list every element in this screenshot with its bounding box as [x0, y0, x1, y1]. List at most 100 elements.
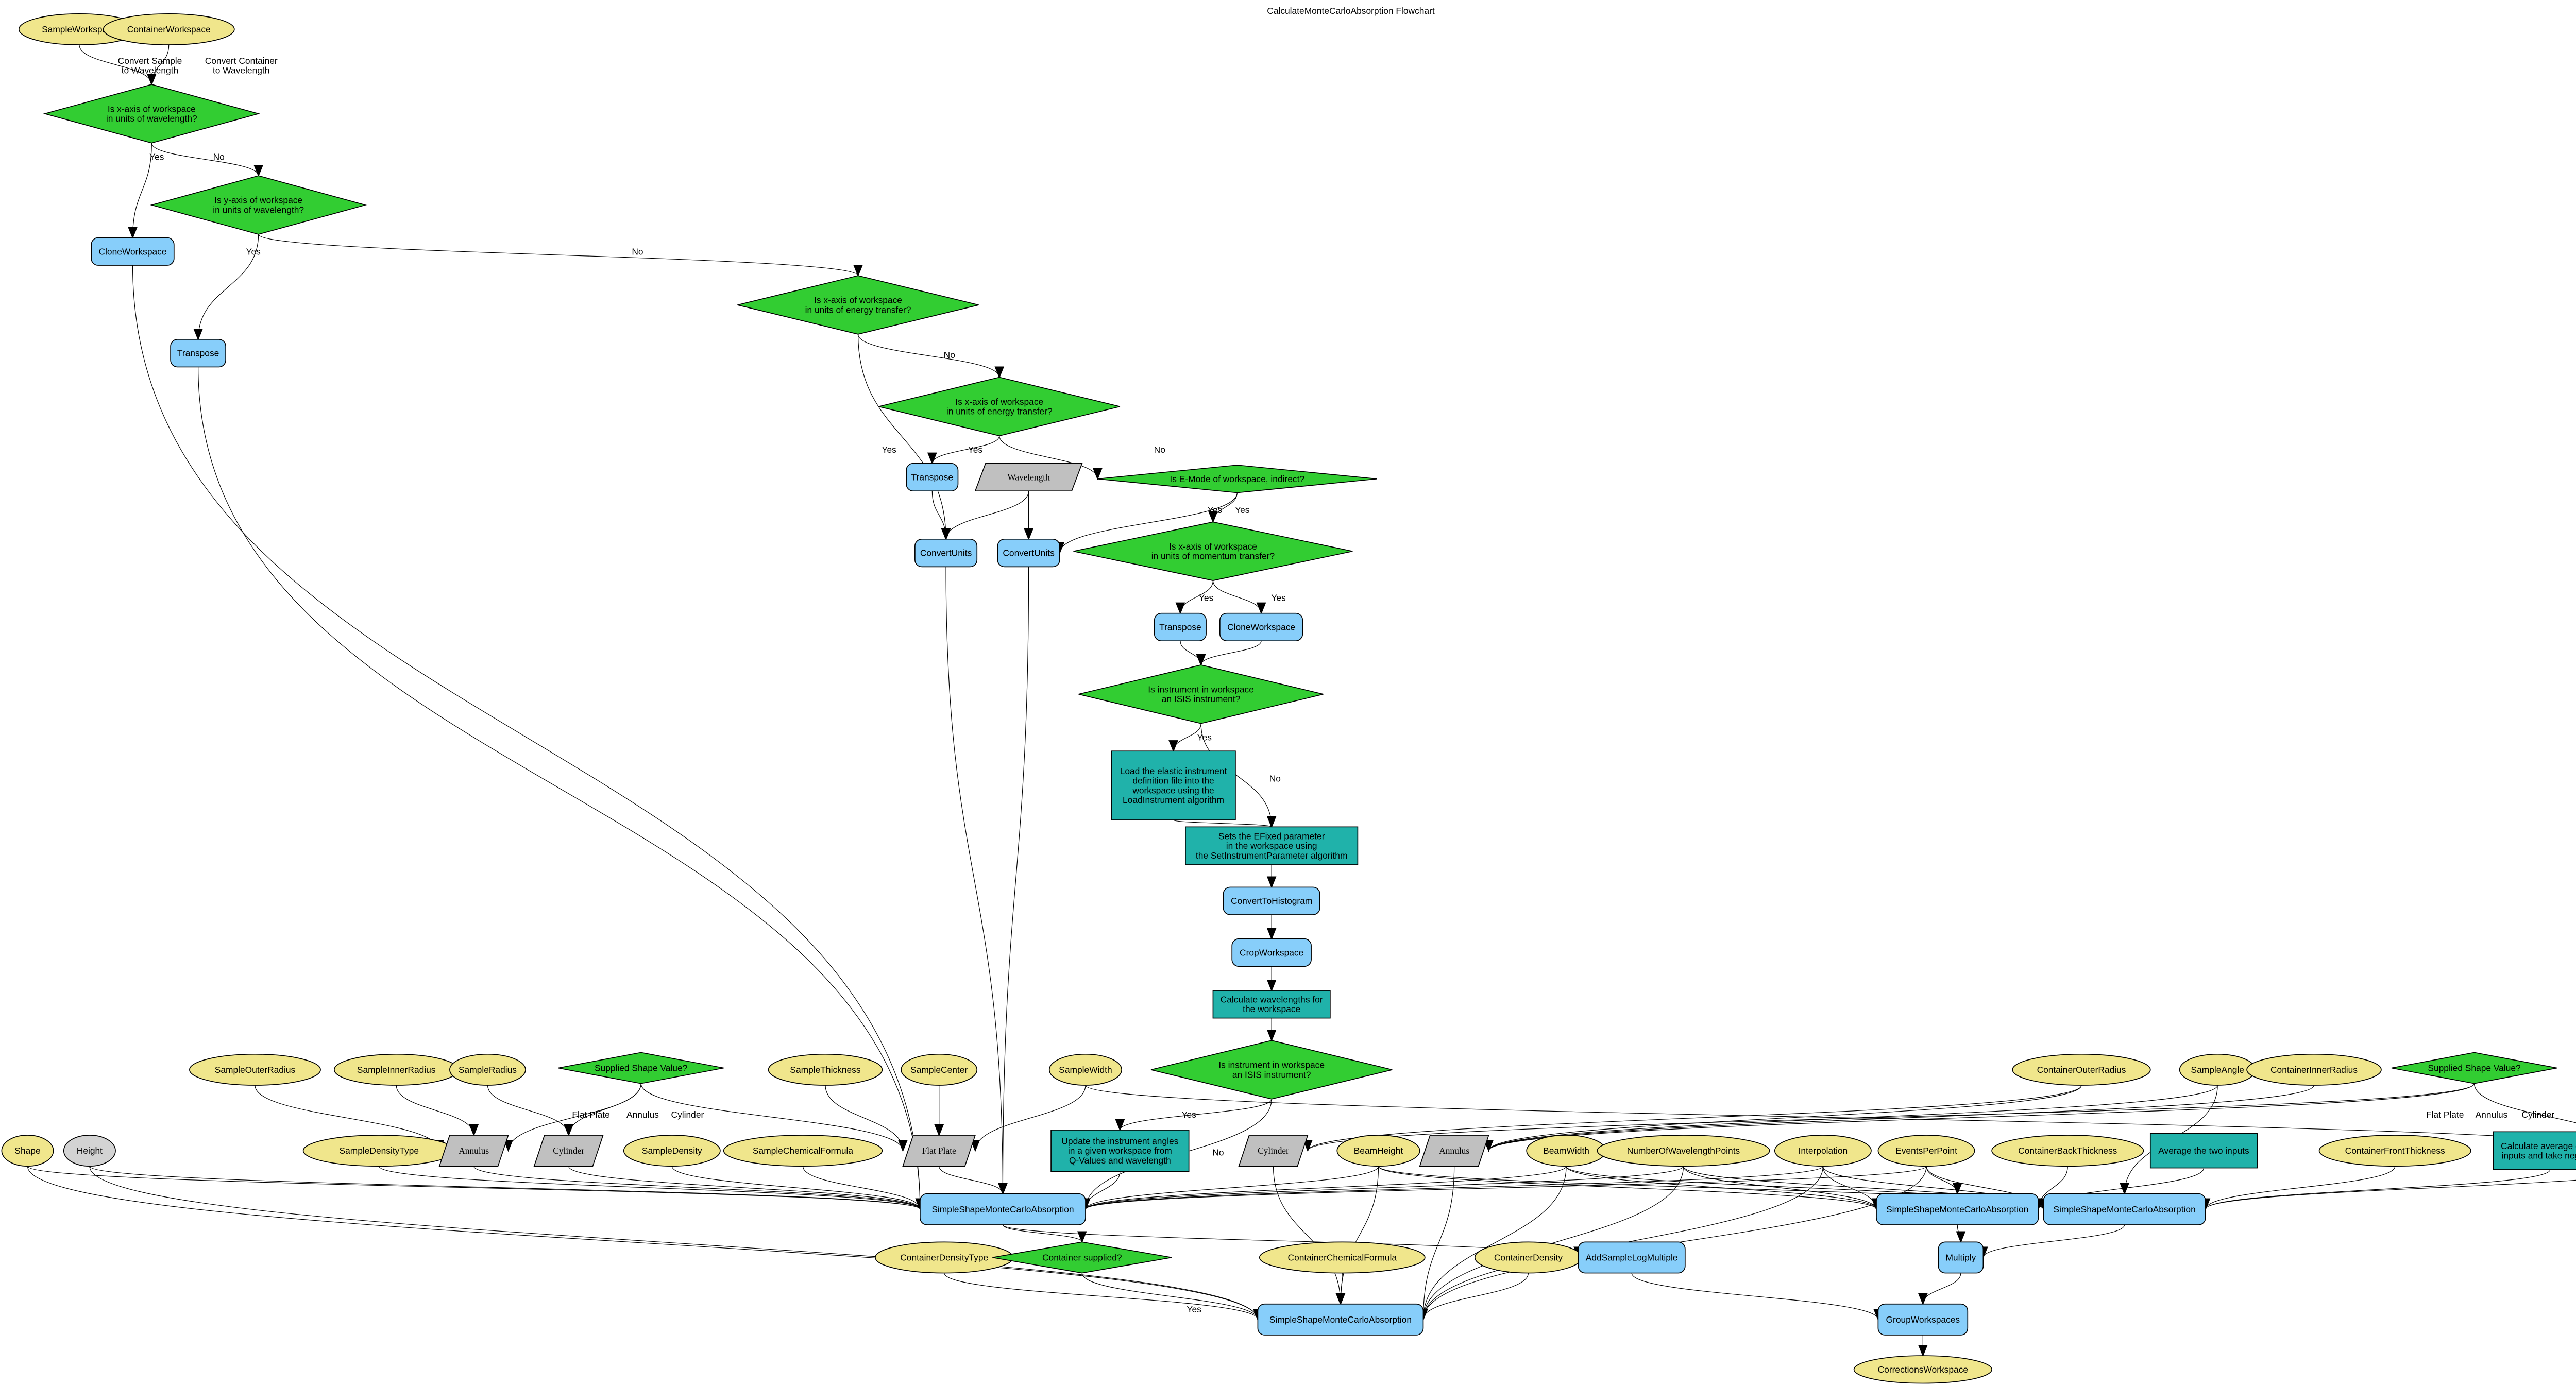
node-containerWs[interactable]: ContainerWorkspace	[103, 13, 235, 45]
node-bh[interactable]: BeamHeight	[1336, 1135, 1420, 1167]
node-ann1[interactable]: Annulus	[438, 1135, 509, 1167]
node-wl[interactable]: Wavelength	[974, 463, 1083, 492]
node-sor[interactable]: SampleOuterRadius	[189, 1053, 321, 1086]
node-shape[interactable]: Shape	[1, 1135, 54, 1167]
edge-mult-to-group	[1918, 1273, 1961, 1306]
node-scf[interactable]: SampleChemicalFormula	[723, 1135, 883, 1167]
edge-label: Yes	[1271, 593, 1286, 603]
node-cbt[interactable]: ContainerBackThickness	[1991, 1135, 2144, 1167]
node-swd[interactable]: SampleWidth	[1048, 1053, 1123, 1086]
node-label: Is x-axis of workspace in units of moment…	[1151, 541, 1275, 561]
node-cu1[interactable]: ConvertUnits	[914, 539, 978, 568]
node-d4[interactable]: Is x-axis of workspace in units of energy…	[878, 377, 1121, 437]
node-sang[interactable]: SampleAngle	[2179, 1053, 2256, 1086]
node-corr[interactable]: CorrectionsWorkspace	[1853, 1355, 1992, 1384]
node-flat1[interactable]: Flat Plate	[902, 1135, 976, 1167]
edge-d1-to-d2	[151, 143, 263, 177]
edge-label: No	[1269, 774, 1281, 784]
node-d5[interactable]: Is E-Mode of workspace, indirect?	[1097, 465, 1377, 493]
edge-label: No	[1154, 444, 1165, 455]
node-sdt[interactable]: SampleDensityType	[302, 1135, 455, 1167]
edge-ssv1-to-cyl1	[564, 1083, 641, 1137]
box-shape	[1050, 1130, 1190, 1172]
node-d3[interactable]: Is x-axis of workspace in units of energy…	[737, 275, 979, 335]
diamond-shape	[992, 1241, 1172, 1274]
node-cir[interactable]: ContainerInnerRadius	[2246, 1053, 2382, 1086]
node-label: SampleRadius	[459, 1065, 517, 1075]
node-tr3[interactable]: Transpose	[1154, 612, 1207, 642]
ellipse-shape	[1853, 1355, 1992, 1384]
edge-sd-to-ss1	[671, 1166, 925, 1211]
node-ss3[interactable]: SimpleShapeMonteCarloAbsorption	[1257, 1303, 1424, 1336]
node-ss1[interactable]: SimpleShapeMonteCarloAbsorption	[920, 1193, 1086, 1225]
node-d8[interactable]: Is instrument in workspace an ISIS instru…	[1150, 1040, 1393, 1100]
node-d7[interactable]: Is instrument in workspace an ISIS instru…	[1078, 664, 1324, 724]
node-cth[interactable]: ConvertToHistogram	[1223, 886, 1320, 915]
edge-scf-to-ss1	[802, 1166, 925, 1211]
rounded-box-shape	[1231, 938, 1312, 967]
node-crop[interactable]: CropWorkspace	[1231, 938, 1312, 967]
node-label: SampleDensity	[642, 1145, 702, 1156]
node-cu2[interactable]: ConvertUnits	[997, 539, 1060, 568]
node-bw[interactable]: BeamWidth	[1526, 1135, 1606, 1167]
node-avg[interactable]: Average the two inputs	[2149, 1133, 2258, 1169]
node-cyl1[interactable]: Cylinder	[533, 1135, 604, 1167]
node-group[interactable]: GroupWorkspaces	[1877, 1303, 1969, 1336]
node-label: SampleWorkspace	[42, 24, 117, 35]
node-sth[interactable]: SampleThickness	[768, 1053, 883, 1086]
edge-sir-to-ann1	[396, 1085, 479, 1137]
node-mult[interactable]: Multiply	[1938, 1241, 1984, 1274]
node-epp[interactable]: EventsPerPoint	[1877, 1135, 1975, 1167]
node-d1[interactable]: Is x-axis of workspace in units of wavele…	[43, 84, 260, 144]
node-ssA[interactable]: SimpleShapeMonteCarloAbsorption	[1876, 1193, 2039, 1225]
node-sir[interactable]: SampleInnerRadius	[333, 1053, 459, 1086]
node-label: Is y-axis of workspace in units of wavele…	[213, 195, 304, 215]
node-label: ContainerFrontThickness	[2345, 1145, 2445, 1156]
ellipse-shape	[1, 1135, 54, 1167]
node-label: SimpleShapeMonteCarloAbsorption	[931, 1204, 1074, 1215]
node-label: Wavelength	[1007, 472, 1050, 482]
parallelogram-shape	[438, 1135, 509, 1167]
node-ssB[interactable]: SimpleShapeMonteCarloAbsorption	[2043, 1193, 2206, 1225]
node-csup[interactable]: Container supplied?	[992, 1241, 1172, 1274]
ellipse-shape	[1991, 1135, 2144, 1167]
node-cdt[interactable]: ContainerDensityType	[875, 1241, 1014, 1274]
node-interp[interactable]: Interpolation	[1774, 1135, 1872, 1167]
node-label: BeamHeight	[1354, 1145, 1403, 1156]
edge-bw-to-ss3	[1418, 1166, 1567, 1321]
node-update[interactable]: Update the instrument angles in a given w…	[1050, 1130, 1190, 1172]
node-tr2[interactable]: Transpose	[906, 463, 959, 492]
node-ann2[interactable]: Annulus	[1419, 1135, 1489, 1167]
node-ssv1[interactable]: Supplied Shape Value?	[558, 1052, 724, 1084]
node-cd[interactable]: ContainerDensity	[1474, 1241, 1582, 1274]
node-cor[interactable]: ContainerOuterRadius	[2012, 1053, 2151, 1086]
node-label: CropWorkspace	[1240, 948, 1303, 958]
edge-label: Flat Plate	[2426, 1109, 2464, 1120]
node-d2[interactable]: Is y-axis of workspace in units of wavele…	[150, 175, 367, 235]
node-cft[interactable]: ContainerFrontThickness	[2318, 1135, 2471, 1167]
node-label: Calculate wavelengths for the workspace	[1221, 994, 1323, 1014]
node-efixed[interactable]: Sets the EFixed parameter in the workspac…	[1185, 826, 1359, 865]
node-nwp[interactable]: NumberOfWavelengthPoints	[1597, 1135, 1770, 1167]
node-calcwl[interactable]: Calculate wavelengths for the workspace	[1212, 990, 1331, 1019]
node-load[interactable]: Load the elastic instrument definition fi…	[1111, 750, 1236, 820]
node-d6[interactable]: Is x-axis of workspace in units of moment…	[1073, 521, 1353, 581]
diamond-shape	[2391, 1052, 2557, 1084]
node-label: GroupWorkspaces	[1886, 1314, 1960, 1325]
node-cyl2[interactable]: Cylinder	[1238, 1135, 1309, 1167]
node-clone1[interactable]: CloneWorkspace	[91, 237, 175, 266]
node-label: Interpolation	[1799, 1145, 1848, 1156]
node-addlog[interactable]: AddSampleLogMultiple	[1578, 1241, 1686, 1274]
node-sd[interactable]: SampleDensity	[623, 1135, 721, 1167]
node-height[interactable]: Height	[63, 1135, 116, 1167]
node-ssv2[interactable]: Supplied Shape Value?	[2391, 1052, 2557, 1084]
node-sc[interactable]: SampleCenter	[901, 1053, 978, 1086]
edge-label: Yes	[1187, 1304, 1201, 1314]
node-label: Container supplied?	[1042, 1252, 1122, 1262]
node-ccf[interactable]: ContainerChemicalFormula	[1259, 1241, 1426, 1274]
node-clone2[interactable]: CloneWorkspace	[1219, 612, 1303, 642]
node-tr1[interactable]: Transpose	[170, 339, 226, 368]
edge-d2-to-tr1	[193, 234, 259, 341]
node-sr[interactable]: SampleRadius	[449, 1053, 526, 1086]
